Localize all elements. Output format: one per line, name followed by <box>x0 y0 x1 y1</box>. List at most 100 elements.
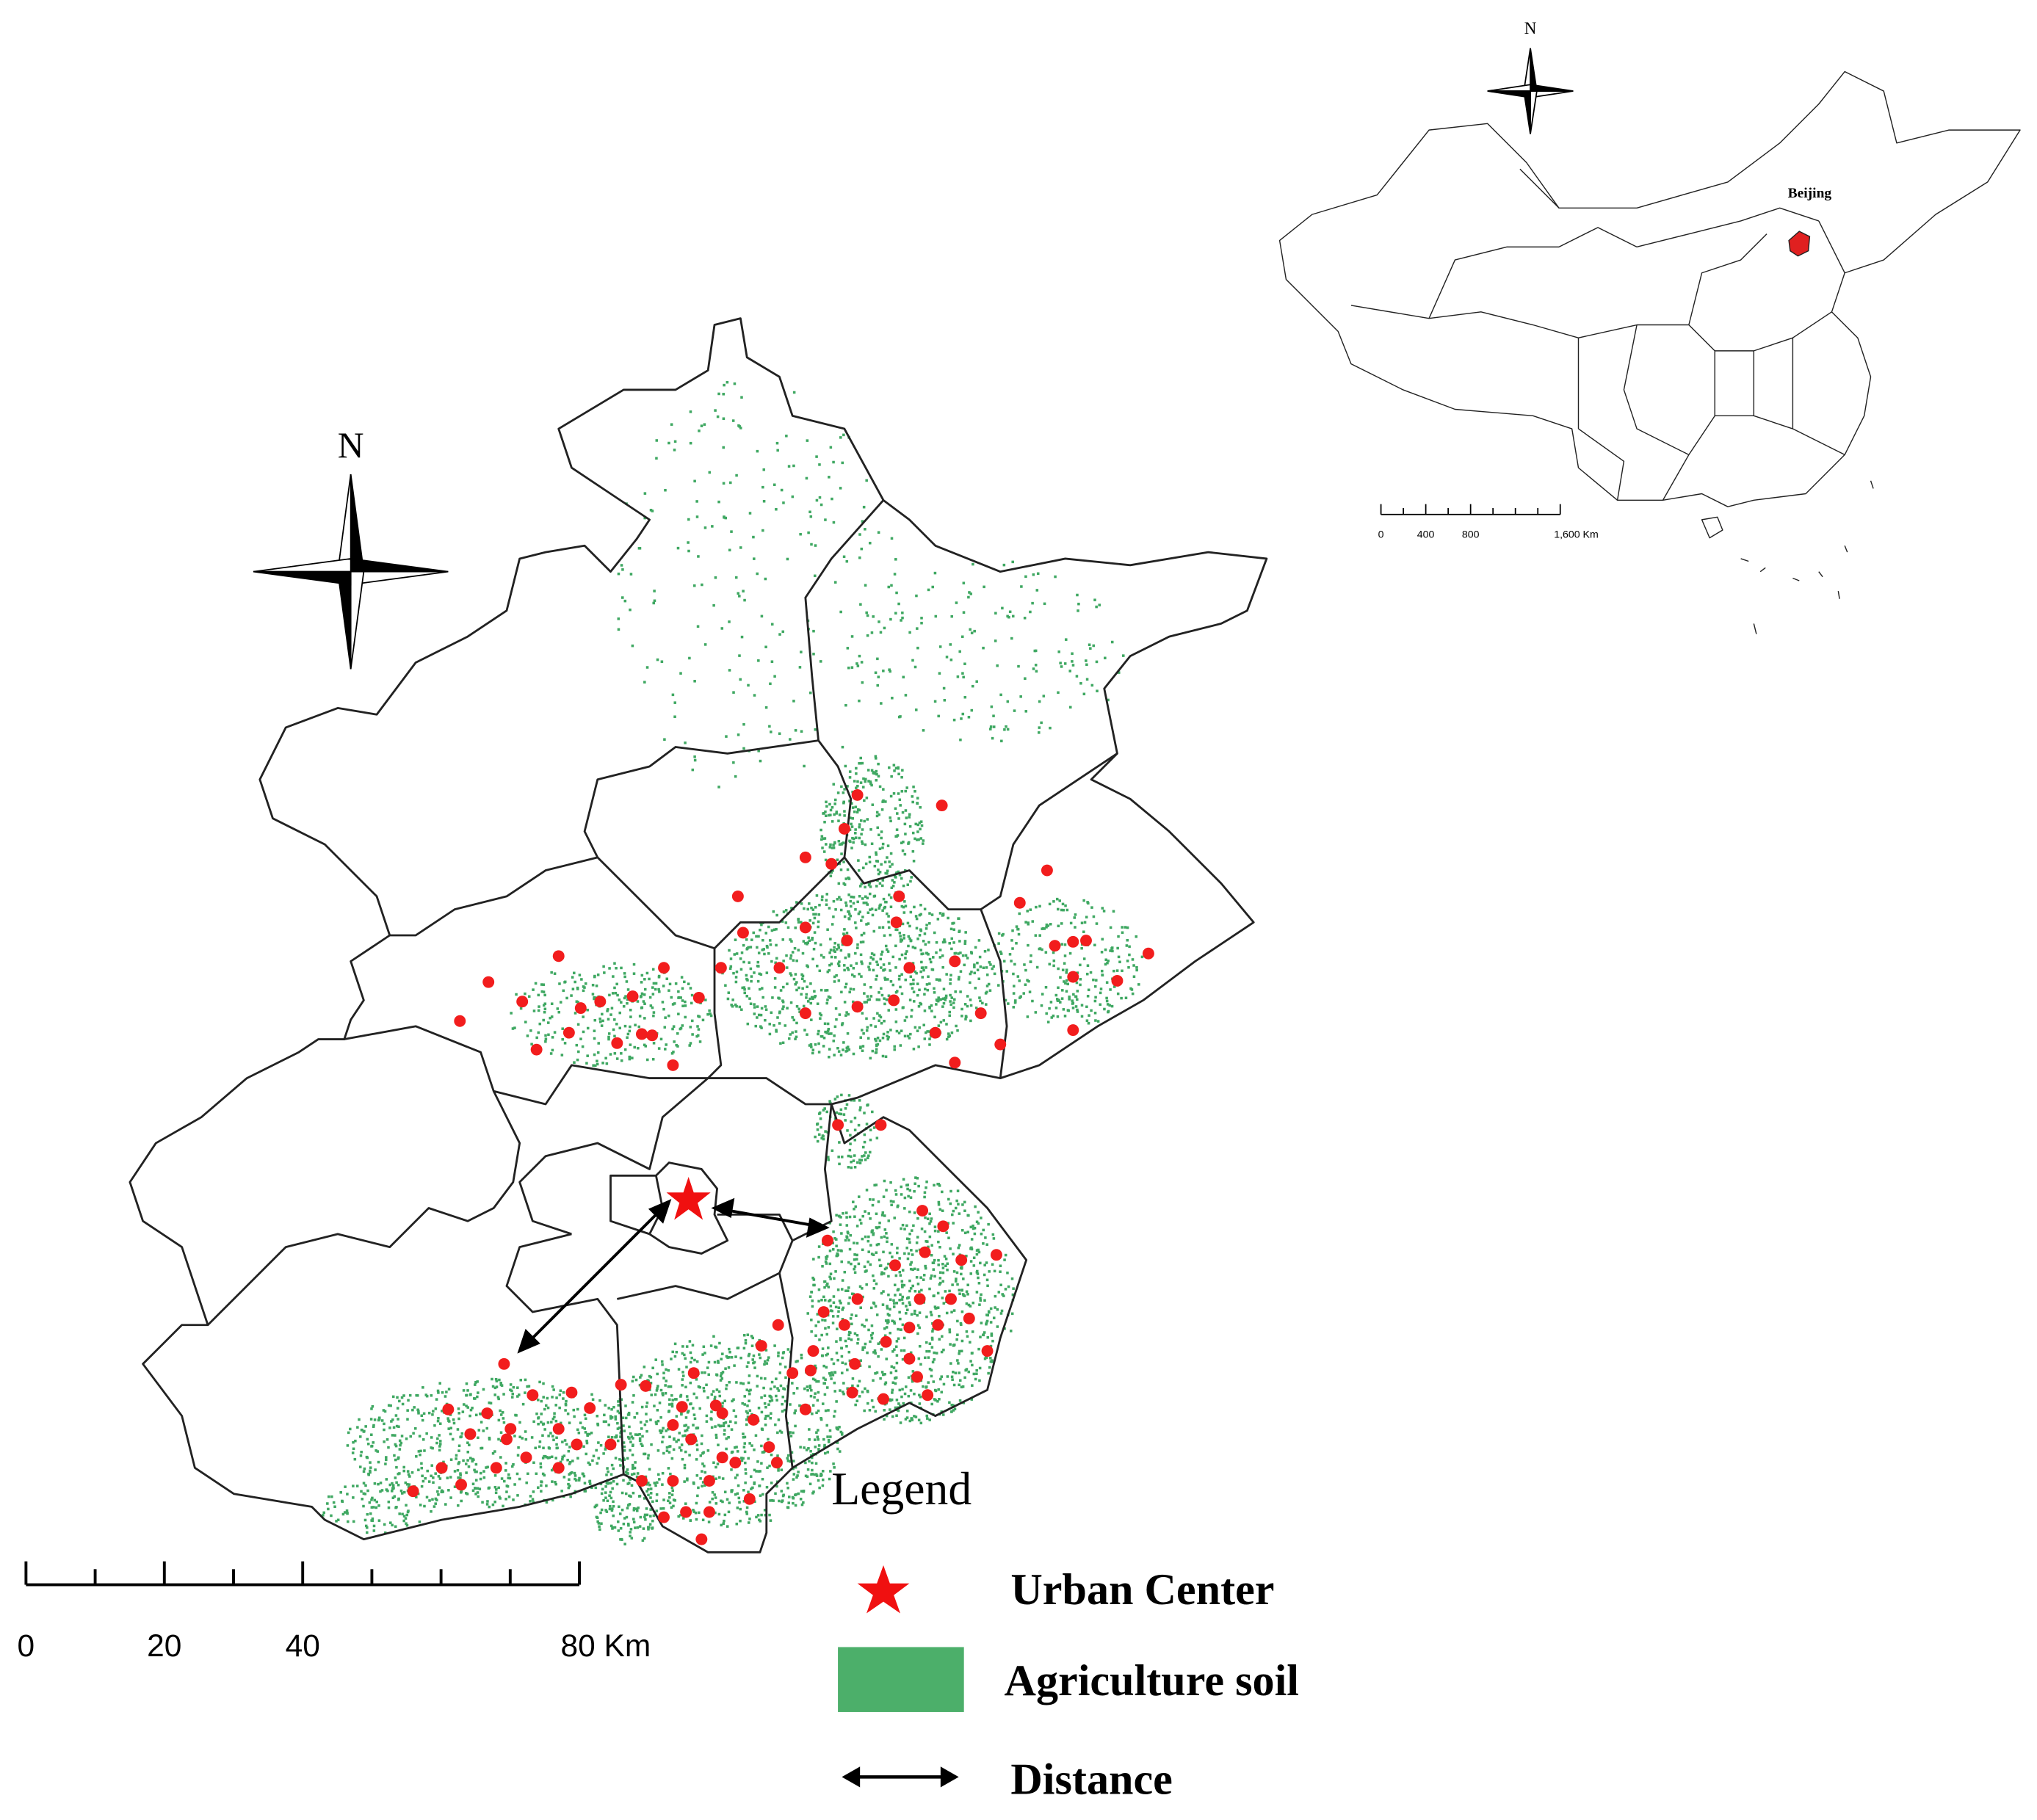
province-lines <box>1350 168 1845 501</box>
soil-speck <box>370 1498 373 1501</box>
soil-speck <box>891 1319 894 1323</box>
soil-speck <box>971 1384 974 1387</box>
soil-speck <box>1085 1019 1089 1022</box>
soil-speck <box>845 932 849 935</box>
sampling-site <box>913 1293 926 1305</box>
soil-speck <box>935 1003 938 1006</box>
soil-speck <box>695 1360 699 1363</box>
soil-speck <box>905 816 908 819</box>
soil-speck <box>853 1116 857 1120</box>
sampling-site <box>893 890 905 902</box>
soil-speck <box>817 1029 820 1033</box>
sampling-site <box>703 1475 715 1487</box>
soil-speck <box>346 1493 349 1495</box>
soil-speck <box>576 1023 580 1026</box>
soil-speck <box>877 675 880 678</box>
soil-speck <box>909 982 913 986</box>
soil-speck <box>895 1340 899 1343</box>
sampling-site <box>731 890 744 902</box>
soil-speck <box>922 1278 925 1281</box>
soil-speck <box>973 1232 977 1236</box>
soil-speck <box>824 989 827 992</box>
soil-speck <box>369 1418 373 1421</box>
soil-speck <box>872 1379 875 1382</box>
soil-speck <box>888 926 891 929</box>
soil-speck <box>543 1002 547 1006</box>
soil-speck <box>750 979 753 983</box>
soil-speck <box>566 1458 569 1462</box>
soil-speck <box>596 1414 599 1418</box>
soil-speck <box>391 1487 394 1490</box>
soil-speck <box>549 1016 551 1020</box>
soil-speck <box>947 1035 950 1038</box>
soil-speck <box>919 949 922 951</box>
soil-speck <box>620 1059 623 1062</box>
soil-speck <box>728 1501 731 1504</box>
soil-speck <box>468 1443 471 1446</box>
soil-speck <box>842 1391 844 1393</box>
soil-speck <box>1055 998 1059 1001</box>
soil-speck <box>790 907 793 910</box>
soil-speck <box>968 591 971 594</box>
soil-speck <box>386 1489 389 1493</box>
soil-speck <box>907 944 910 948</box>
soil-speck <box>1054 575 1057 579</box>
soil-speck <box>466 1493 469 1495</box>
soil-speck <box>806 1033 808 1036</box>
soil-speck <box>819 1017 822 1020</box>
soil-speck <box>824 518 827 521</box>
soil-speck <box>942 987 946 991</box>
soil-speck <box>629 608 632 612</box>
soil-speck <box>611 1527 614 1530</box>
soil-speck <box>1137 983 1140 986</box>
soil-speck <box>858 1379 861 1383</box>
soil-speck <box>775 1377 778 1380</box>
soil-speck <box>637 1025 641 1029</box>
soil-speck <box>970 708 974 712</box>
soil-speck <box>897 602 900 606</box>
soil-speck <box>607 1435 610 1439</box>
soil-speck <box>704 998 707 1001</box>
soil-speck <box>1033 649 1037 653</box>
soil-speck <box>727 991 731 994</box>
soil-speck <box>1071 664 1075 667</box>
soil-speck <box>608 993 611 997</box>
soil-speck <box>986 1313 990 1317</box>
soil-speck <box>791 1495 795 1499</box>
soil-speck <box>811 908 815 911</box>
soil-speck <box>787 465 791 468</box>
soil-speck <box>395 1481 398 1484</box>
soil-speck <box>551 1385 554 1388</box>
sampling-site <box>1080 935 1092 947</box>
soil-speck <box>731 1005 734 1008</box>
soil-speck <box>768 1032 772 1036</box>
soil-speck <box>765 1362 769 1365</box>
soil-speck <box>880 1348 883 1351</box>
soil-speck <box>710 1426 714 1429</box>
soil-speck <box>859 919 863 922</box>
soil-speck <box>701 1484 703 1488</box>
soil-speck <box>676 1045 679 1048</box>
soil-speck <box>935 1352 938 1355</box>
soil-speck <box>902 911 906 914</box>
sampling-site <box>821 1234 833 1247</box>
soil-speck <box>1026 1015 1030 1018</box>
soil-speck <box>817 920 820 924</box>
soil-speck <box>904 904 908 907</box>
soil-speck <box>840 1260 843 1264</box>
soil-speck <box>850 1322 853 1326</box>
soil-speck <box>578 974 582 976</box>
soil-speck <box>854 828 857 831</box>
soil-speck <box>386 1438 389 1441</box>
soil-speck <box>881 800 884 803</box>
soil-speck <box>679 1513 682 1517</box>
soil-speck <box>941 954 944 957</box>
soil-speck <box>877 1200 880 1203</box>
soil-speck <box>332 1501 336 1504</box>
soil-speck <box>904 1418 908 1421</box>
soil-speck <box>840 1371 844 1374</box>
soil-speck <box>850 802 853 805</box>
soil-speck <box>405 1523 409 1527</box>
soil-speck <box>727 1510 731 1514</box>
soil-speck <box>667 1428 670 1431</box>
